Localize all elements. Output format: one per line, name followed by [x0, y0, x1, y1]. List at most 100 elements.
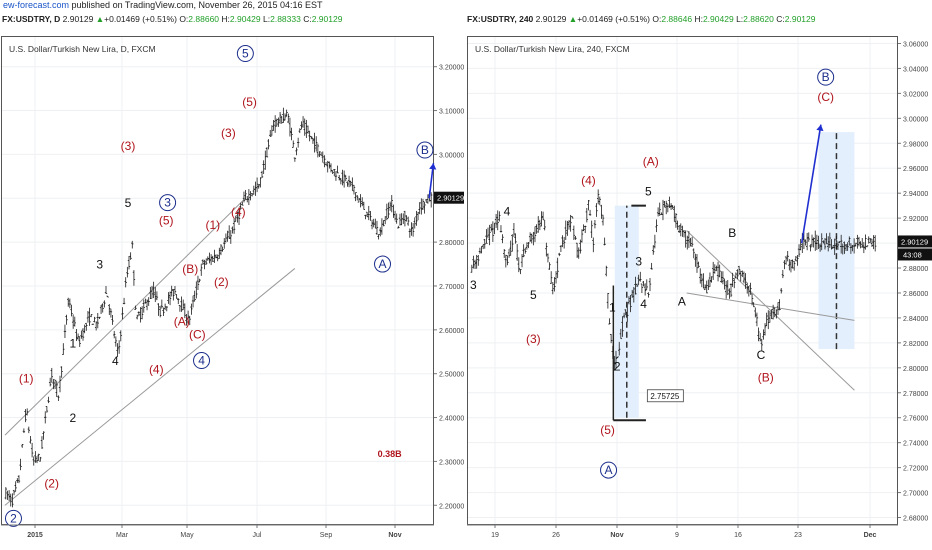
candle [767, 310, 770, 330]
candle [618, 341, 621, 356]
candle [9, 493, 12, 507]
candle [486, 227, 490, 239]
candle [94, 321, 98, 331]
candle [328, 161, 331, 169]
candle [852, 238, 856, 254]
candle [175, 294, 178, 299]
candle [595, 203, 598, 217]
candle [817, 235, 820, 249]
candle [504, 254, 508, 268]
candle [655, 219, 658, 233]
candle [671, 205, 674, 210]
candle [140, 306, 144, 320]
right-l-label: L: [736, 14, 744, 24]
candle [569, 214, 572, 232]
h4-chart[interactable]: U.S. Dollar/Turkish New Lira, 240, FXCM 2… [467, 36, 932, 550]
candle [55, 381, 58, 398]
candle [336, 165, 339, 174]
site-link[interactable]: ew-forecast.com [3, 0, 70, 10]
price-tick-label: 2.98000 [903, 141, 928, 148]
left-price: 2.90129 [62, 14, 94, 24]
candle [473, 259, 477, 270]
candle [848, 236, 851, 246]
candle [857, 236, 861, 247]
candle [749, 282, 752, 295]
candle [172, 289, 175, 301]
candle [797, 244, 801, 258]
daily-chart[interactable]: U.S. Dollar/Turkish New Lira, D, FXCM 0.3… [1, 36, 464, 550]
candle [770, 309, 773, 320]
price-tick-label: 2.68000 [903, 516, 928, 523]
candle [582, 224, 585, 232]
time-tick-label: 9 [675, 532, 679, 539]
candle [684, 230, 687, 248]
candle [76, 333, 80, 340]
candle [191, 295, 195, 308]
candle [165, 306, 168, 312]
candle [592, 237, 595, 253]
time-tick-label: 16 [734, 532, 742, 539]
candle [873, 235, 877, 252]
candle [723, 278, 726, 290]
wave-label: 1 [609, 301, 616, 315]
candle [152, 281, 155, 299]
candle [260, 170, 264, 178]
candle [160, 299, 164, 309]
candle [24, 409, 27, 423]
fib-annotation: 0.38B [378, 449, 403, 459]
candle [413, 217, 416, 229]
candle [321, 151, 324, 163]
candle [226, 230, 229, 242]
candle [716, 261, 720, 282]
candle [149, 286, 152, 299]
candle [499, 225, 503, 233]
candle [331, 170, 334, 175]
candle [155, 291, 159, 301]
price-tick-label: 3.20000 [439, 65, 464, 72]
candle [301, 116, 305, 128]
candle [658, 202, 661, 216]
price-tick-label: 2.20000 [439, 503, 464, 510]
candle [519, 269, 522, 275]
price-tick-label: 2.40000 [439, 416, 464, 423]
time-tick-label: 19 [491, 532, 499, 539]
candle [533, 226, 537, 243]
candle [145, 299, 149, 311]
candle [619, 328, 623, 340]
candle [306, 125, 310, 134]
candle [311, 137, 315, 144]
candle [57, 395, 60, 402]
candle [632, 286, 636, 303]
candle [697, 261, 700, 268]
candle [181, 299, 185, 311]
candle [663, 200, 666, 208]
candle [405, 215, 408, 222]
candle [511, 234, 514, 252]
candle [303, 118, 306, 136]
wave-label: (4) [581, 173, 596, 187]
candle [635, 283, 639, 288]
candle [686, 235, 689, 250]
candle [247, 189, 251, 206]
chart-title: U.S. Dollar/Turkish New Lira, D, FXCM [9, 44, 156, 54]
candle [559, 245, 563, 252]
candle [799, 238, 802, 251]
price-tick-label: 3.00000 [903, 116, 928, 123]
candle [241, 201, 244, 206]
candle [710, 276, 713, 283]
candle [707, 279, 710, 291]
candle [648, 278, 652, 292]
left-low: 2.88333 [270, 14, 301, 24]
candle [231, 226, 234, 234]
candle [781, 269, 785, 279]
candle [726, 280, 729, 296]
candle [80, 330, 83, 339]
candle [379, 227, 382, 237]
up-triangle-icon: ▲ [95, 14, 105, 24]
candle [575, 242, 579, 258]
wave-circle [236, 45, 254, 63]
wave-label: (2) [214, 275, 229, 289]
countdown-box [898, 248, 932, 261]
wave-label: (3) [526, 332, 541, 346]
candle [290, 127, 293, 141]
